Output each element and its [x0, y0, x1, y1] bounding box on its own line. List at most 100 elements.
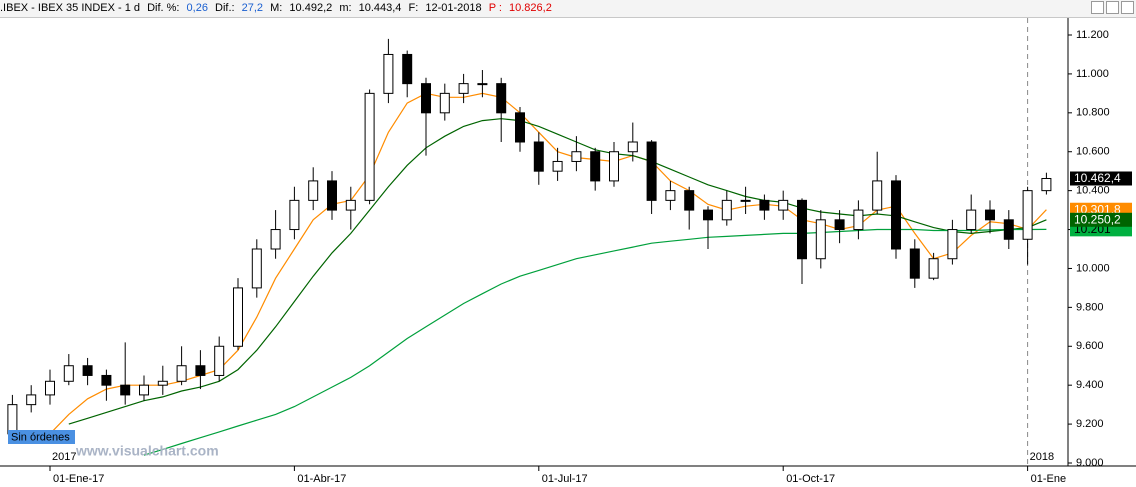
candle-body: [928, 258, 939, 279]
y-tick-label: 9.600: [1076, 340, 1104, 352]
candle-body: [1041, 177, 1052, 192]
candle-body: [402, 53, 413, 85]
candle-body: [308, 180, 319, 201]
candle-body: [609, 151, 619, 182]
plot-area: [0, 18, 1068, 466]
candle-body: [327, 180, 337, 211]
candle-body: [552, 160, 563, 172]
header-label: F:: [408, 2, 419, 14]
candle-body: [101, 374, 112, 386]
y-tick-label: 10.400: [1076, 185, 1110, 197]
price-tag-label: 10.250,2: [1074, 212, 1121, 226]
y-tick-label: 11.000: [1076, 68, 1109, 80]
candle-body: [477, 83, 488, 86]
x-tick-label: 01-Jul-17: [542, 473, 588, 485]
x-tick-label: 01-Ene: [1031, 473, 1066, 485]
candle-body: [120, 384, 131, 396]
close-button[interactable]: [1121, 1, 1134, 14]
candle-body: [233, 287, 243, 347]
candle-body: [909, 248, 920, 279]
candle-body: [176, 365, 187, 382]
candle-body: [1022, 190, 1033, 240]
candle-body: [458, 83, 469, 94]
header-value: 27,2: [241, 2, 264, 14]
header-value: 0,26: [186, 2, 208, 14]
x-tick-label: 01-Oct-17: [786, 473, 835, 485]
header-label: M:: [270, 2, 283, 14]
candle-body: [63, 365, 74, 382]
candle-body: [985, 209, 995, 221]
header-symbol: .IBEX - IBEX 35 INDEX - 1 d: [0, 2, 140, 14]
candle-body: [891, 180, 901, 250]
candle-body: [439, 92, 450, 114]
candle-body: [853, 209, 864, 231]
candle-body: [966, 209, 977, 231]
candle-body: [345, 199, 356, 211]
header-value: 12-01-2018: [425, 2, 482, 14]
candle-body: [533, 141, 544, 172]
candle-body: [646, 141, 657, 201]
header-label: m:: [339, 2, 352, 14]
y-tick-label: 9.800: [1076, 301, 1104, 313]
header-bar: .IBEX - IBEX 35 INDEX - 1 d Dif. %: 0,26…: [0, 0, 1136, 18]
candle-body: [195, 365, 206, 376]
candle-body: [270, 229, 281, 250]
status-label: Sin órdenes: [11, 431, 70, 443]
y-tick-label: 10.800: [1076, 107, 1110, 119]
window-buttons: [1091, 1, 1134, 14]
candle-body: [665, 190, 676, 201]
candle-body: [45, 380, 55, 396]
candle-body: [797, 199, 807, 260]
year-label: 2018: [1030, 451, 1054, 463]
candle-body: [26, 394, 37, 406]
candle-body: [684, 190, 695, 211]
candle-body: [214, 345, 225, 376]
y-tick-label: 9.000: [1076, 457, 1104, 469]
candle-body: [721, 199, 732, 221]
candle-body: [139, 384, 149, 396]
candle-body: [571, 151, 582, 162]
maximize-button[interactable]: [1106, 1, 1119, 14]
y-tick-label: 9.400: [1076, 379, 1104, 391]
candle-body: [834, 219, 845, 231]
y-tick-label: 9.200: [1076, 418, 1104, 430]
watermark: www.visualchart.com: [75, 443, 219, 459]
candle-body: [383, 53, 394, 94]
candle-body: [778, 199, 789, 211]
price-tag: [1070, 212, 1132, 227]
header-value: 10.492,2: [289, 2, 333, 14]
candle-body: [627, 141, 638, 153]
y-tick-label: 10.600: [1076, 146, 1110, 158]
header-label: P :: [488, 2, 502, 14]
price-tag: [1070, 171, 1132, 186]
candle-body: [1003, 219, 1014, 240]
header-value: 10.826,2: [509, 2, 552, 14]
candle-body: [590, 151, 601, 182]
candle-body: [157, 380, 168, 386]
candle-body: [251, 248, 262, 289]
header-label: Dif. %:: [147, 2, 180, 14]
candle-body: [759, 199, 770, 211]
candle-body: [515, 112, 525, 143]
header-value: 10.443,4: [358, 2, 402, 14]
status-box: [8, 430, 75, 444]
candle-body: [872, 180, 883, 211]
candle-body: [7, 404, 18, 435]
price-tag-label: 10.462,4: [1074, 171, 1121, 185]
moving-average: [68, 118, 1047, 425]
year-label: 2017: [52, 451, 76, 463]
candle-body: [815, 219, 826, 260]
candle-body: [703, 209, 713, 221]
candle-body: [740, 199, 751, 202]
candle-body: [947, 229, 958, 260]
candle-body: [496, 83, 507, 114]
header-label: Dif.:: [215, 2, 235, 14]
x-tick-label: 01-Ene-17: [53, 473, 104, 485]
x-tick-label: 01-Abr-17: [297, 473, 346, 485]
candle-body: [82, 365, 93, 376]
minimize-button[interactable]: [1091, 1, 1104, 14]
y-tick-label: 10.000: [1076, 262, 1110, 274]
y-tick-label: 11.200: [1076, 29, 1109, 41]
candle-body: [364, 92, 375, 201]
